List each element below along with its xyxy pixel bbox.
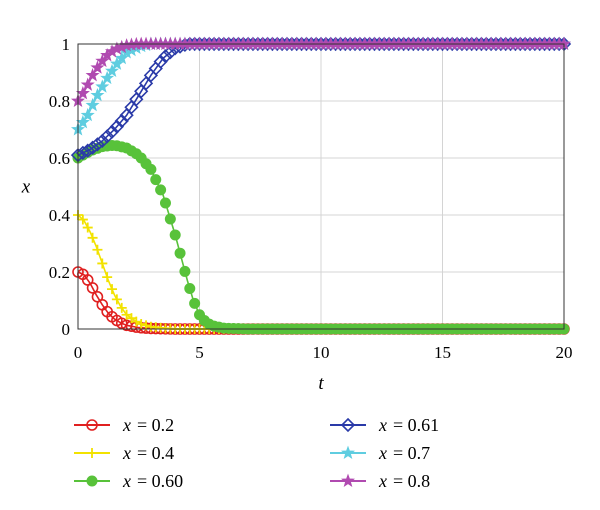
series-point bbox=[155, 184, 167, 196]
legend-value: = 0.7 bbox=[393, 443, 430, 463]
series-point bbox=[90, 137, 105, 152]
legend-variable: x bbox=[378, 415, 387, 435]
series-point bbox=[95, 79, 110, 93]
series-point bbox=[158, 49, 173, 64]
legend-marker bbox=[87, 448, 97, 458]
series-point bbox=[86, 282, 99, 294]
y-axis-label: x bbox=[21, 177, 31, 198]
legend-label: x = 0.4 bbox=[122, 443, 174, 463]
series-point bbox=[75, 145, 90, 161]
series-point bbox=[92, 244, 103, 255]
series-point bbox=[80, 107, 95, 122]
series-point bbox=[163, 45, 178, 60]
legend-item: x = 0.4 bbox=[74, 443, 174, 463]
legend-marker bbox=[340, 445, 356, 459]
series-point bbox=[90, 87, 105, 102]
legend-item: x = 0.61 bbox=[330, 415, 439, 435]
series-point bbox=[102, 272, 113, 283]
series-point bbox=[105, 63, 120, 78]
x-tick-label: 20 bbox=[556, 343, 573, 362]
plot-frame bbox=[77, 43, 565, 330]
series-point bbox=[131, 316, 142, 327]
series-point bbox=[77, 214, 88, 225]
legend-variable: x bbox=[378, 471, 387, 491]
legend-variable: x bbox=[378, 443, 387, 463]
series-point bbox=[90, 60, 105, 74]
x-axis-label: t bbox=[318, 373, 324, 394]
series-point bbox=[97, 258, 108, 269]
legend-label: x = 0.8 bbox=[378, 471, 430, 491]
legend-item: x = 0.7 bbox=[330, 443, 430, 463]
series-point bbox=[150, 174, 162, 186]
series-point bbox=[184, 283, 196, 295]
legend-variable: x bbox=[122, 415, 131, 435]
legend-value: = 0.4 bbox=[137, 443, 174, 463]
series-point bbox=[109, 56, 124, 70]
series-point bbox=[179, 265, 191, 277]
x-tick-label: 10 bbox=[313, 343, 330, 362]
y-tick-label: 0.6 bbox=[49, 149, 70, 168]
series-point bbox=[174, 247, 186, 259]
legend-marker bbox=[86, 419, 98, 431]
y-tick-label: 0.2 bbox=[49, 263, 70, 282]
y-tick-label: 0.8 bbox=[49, 92, 70, 111]
series-point bbox=[114, 113, 129, 129]
series-point bbox=[80, 77, 95, 91]
series-point bbox=[95, 53, 110, 68]
series-point bbox=[80, 143, 95, 158]
series-point bbox=[95, 133, 110, 149]
series-point bbox=[109, 119, 125, 134]
series-point bbox=[100, 70, 115, 85]
series-point bbox=[116, 302, 127, 313]
legend-label: x = 0.2 bbox=[122, 415, 174, 435]
legend-value: = 0.60 bbox=[137, 471, 183, 491]
legend-variable: x bbox=[122, 443, 131, 463]
series-point bbox=[145, 163, 157, 175]
series-point bbox=[85, 67, 100, 82]
legend-label: x = 0.7 bbox=[378, 443, 430, 463]
y-tick-label: 0.4 bbox=[49, 206, 71, 225]
series-point bbox=[164, 213, 176, 225]
legend-label: x = 0.60 bbox=[122, 471, 183, 491]
series-point bbox=[111, 294, 122, 305]
legend-item: x = 0.60 bbox=[74, 471, 183, 491]
series-point bbox=[153, 54, 168, 69]
legend-value: = 0.61 bbox=[393, 415, 439, 435]
legend-variable: x bbox=[122, 471, 131, 491]
series-point bbox=[87, 232, 98, 243]
legend-value: = 0.2 bbox=[137, 415, 174, 435]
series-point bbox=[85, 140, 100, 155]
y-tick-label: 0 bbox=[62, 320, 71, 339]
axis-ticks: 0 5 10 15 20 0 0.2 0.4 0.6 0.8 1 bbox=[49, 35, 573, 362]
x-tick-label: 5 bbox=[195, 343, 204, 362]
x-tick-label: 15 bbox=[434, 343, 451, 362]
series-point bbox=[136, 318, 147, 329]
series-x-0-8 bbox=[70, 36, 572, 107]
series-point bbox=[107, 284, 118, 295]
legend-value: = 0.8 bbox=[393, 471, 430, 491]
series-point bbox=[104, 124, 120, 139]
legend-label: x = 0.61 bbox=[378, 415, 439, 435]
legend-item: x = 0.2 bbox=[74, 415, 174, 435]
series-point bbox=[189, 297, 201, 309]
series-point bbox=[169, 229, 181, 241]
x-tick-label: 0 bbox=[74, 343, 83, 362]
series-point bbox=[82, 222, 93, 233]
legend-marker bbox=[340, 473, 356, 487]
legend-item: x = 0.8 bbox=[330, 471, 430, 491]
series-point bbox=[85, 97, 100, 112]
legend: x = 0.2 x = 0.4 x = 0.60 x = 0.61 x = 0.7 x = 0.8 bbox=[74, 415, 439, 491]
series-point bbox=[159, 197, 171, 209]
legend-marker bbox=[340, 417, 356, 433]
series-point bbox=[114, 50, 129, 65]
legend-marker bbox=[86, 475, 98, 487]
y-tick-label: 1 bbox=[62, 35, 71, 54]
series-point bbox=[100, 129, 115, 144]
